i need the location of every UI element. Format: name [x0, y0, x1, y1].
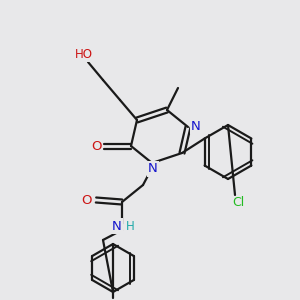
- Text: O: O: [82, 194, 92, 206]
- Text: N: N: [148, 163, 158, 176]
- Text: N: N: [112, 220, 122, 232]
- Text: Cl: Cl: [232, 196, 244, 209]
- Text: HO: HO: [75, 49, 93, 62]
- Text: H: H: [126, 220, 134, 232]
- Text: O: O: [91, 140, 101, 152]
- Text: N: N: [191, 119, 201, 133]
